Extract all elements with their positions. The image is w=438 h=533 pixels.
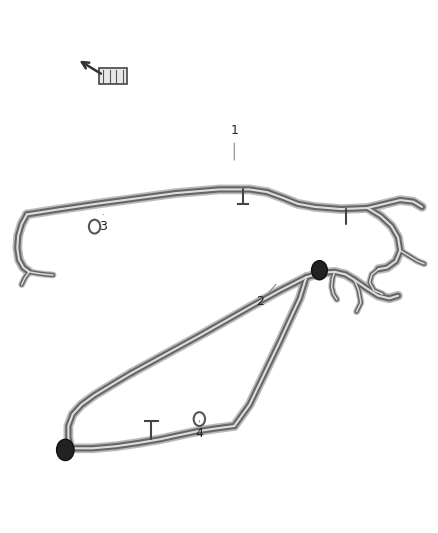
Circle shape [311,261,327,280]
Bar [99,68,127,84]
Text: 3: 3 [99,214,107,233]
Circle shape [57,439,74,461]
Text: 1: 1 [230,124,238,160]
Text: 2: 2 [257,285,276,308]
Text: 4: 4 [195,421,203,440]
